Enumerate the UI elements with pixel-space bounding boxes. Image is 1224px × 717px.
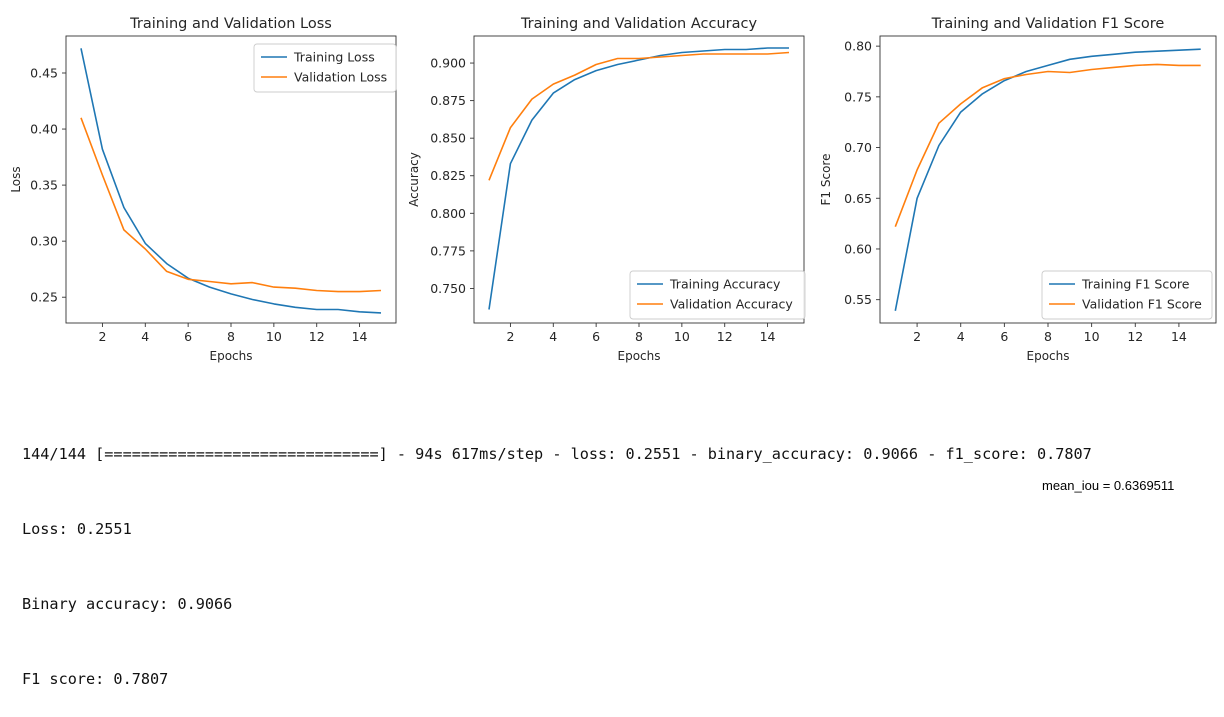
y-tick-label: 0.25 [30, 290, 58, 305]
series-line-validation-f1-score [894, 63, 1201, 227]
x-tick-label: 2 [506, 329, 514, 344]
chart-panel-1: Training and Validation Loss 2 4 6 8 10 12 14 0.… [9, 16, 397, 363]
x-axis-label: Epochs [210, 349, 253, 363]
chart-legend: Training Accuracy Validation Accuracy [629, 270, 806, 320]
chart-panel-2: Training and Validation Accuracy 2 4 6 8 10 12… [407, 16, 806, 363]
x-tick-label: 8 [227, 329, 235, 344]
chart-title: Training and Validation Accuracy [520, 16, 758, 32]
console-line-loss: Loss: 0.2551 [22, 520, 132, 538]
x-tick-label: 14 [760, 329, 776, 344]
series-line-validation-accuracy [488, 51, 790, 181]
legend-label: Training Accuracy [669, 277, 781, 292]
chart-legend: Training F1 Score Validation F1 Score [1041, 270, 1213, 320]
y-tick-label: 0.900 [430, 56, 466, 71]
y-tick-label: 0.800 [430, 206, 466, 221]
y-tick-label: 0.60 [844, 241, 872, 256]
x-tick-label: 8 [635, 329, 643, 344]
x-tick-label: 12 [1127, 329, 1143, 344]
legend-box [629, 270, 806, 320]
x-tick-label: 8 [1044, 329, 1052, 344]
y-tick-label: 0.65 [844, 191, 872, 206]
x-tick-label: 2 [913, 329, 921, 344]
legend-label: Validation Loss [294, 70, 387, 85]
x-tick-label: 4 [549, 329, 557, 344]
y-tick-label: 0.55 [844, 292, 872, 307]
console-output: 144/144 [==============================]… [22, 392, 1092, 717]
legend-label: Training F1 Score [1081, 277, 1190, 292]
y-tick-label: 0.35 [30, 178, 58, 193]
series-line-validation-loss [80, 117, 382, 293]
x-axis-label: Epochs [1027, 349, 1070, 363]
legend-box [253, 43, 397, 93]
x-tick-label: 4 [957, 329, 965, 344]
x-tick-label: 2 [98, 329, 106, 344]
y-tick-label: 0.825 [430, 168, 466, 183]
y-tick-label: 0.70 [844, 140, 872, 155]
x-tick-label: 6 [592, 329, 600, 344]
series-line-training-accuracy [488, 47, 789, 310]
mean-iou-note: mean_iou = 0.6369511 [1042, 478, 1175, 493]
legend-label: Validation F1 Score [1082, 297, 1202, 312]
y-axis-label: Accuracy [407, 152, 421, 207]
x-tick-label: 6 [184, 329, 192, 344]
legend-box [1041, 270, 1213, 320]
y-axis-label: Loss [9, 166, 23, 192]
series-line-training-f1-score [894, 48, 1201, 311]
x-tick-label: 4 [141, 329, 149, 344]
chart-legend: Training Loss Validation Loss [253, 43, 397, 93]
chart-panel-3: Training and Validation F1 Score 2 4 6 8 10 12… [819, 16, 1217, 363]
chart-title: Training and Validation F1 Score [931, 16, 1165, 32]
x-tick-label: 10 [674, 329, 690, 344]
x-tick-label: 6 [1000, 329, 1008, 344]
y-tick-label: 0.80 [844, 39, 872, 54]
y-tick-label: 0.45 [30, 65, 58, 80]
y-axis-label: F1 Score [819, 154, 833, 206]
x-tick-label: 10 [266, 329, 282, 344]
legend-label: Training Loss [293, 50, 375, 65]
legend-label: Validation Accuracy [670, 297, 793, 312]
y-tick-label: 0.40 [30, 122, 58, 137]
y-tick-label: 0.875 [430, 93, 466, 108]
x-tick-label: 12 [717, 329, 733, 344]
console-line-accuracy: Binary accuracy: 0.9066 [22, 595, 233, 613]
console-line-f1: F1 score: 0.7807 [22, 670, 169, 688]
y-tick-label: 0.850 [430, 131, 466, 146]
x-axis-label: Epochs [618, 349, 661, 363]
y-tick-label: 0.75 [844, 89, 872, 104]
x-tick-label: 12 [309, 329, 325, 344]
x-tick-label: 14 [352, 329, 368, 344]
series-line-training-loss [80, 48, 382, 314]
y-tick-label: 0.750 [430, 281, 466, 296]
console-line-progress: 144/144 [==============================]… [22, 445, 1092, 463]
charts-figure: Training and Validation Loss 2 4 6 8 10 12 14 0.… [9, 16, 1217, 363]
x-tick-label: 10 [1084, 329, 1100, 344]
chart-title: Training and Validation Loss [129, 16, 332, 32]
x-tick-label: 14 [1171, 329, 1187, 344]
y-tick-label: 0.775 [430, 243, 466, 258]
y-tick-label: 0.30 [30, 234, 58, 249]
